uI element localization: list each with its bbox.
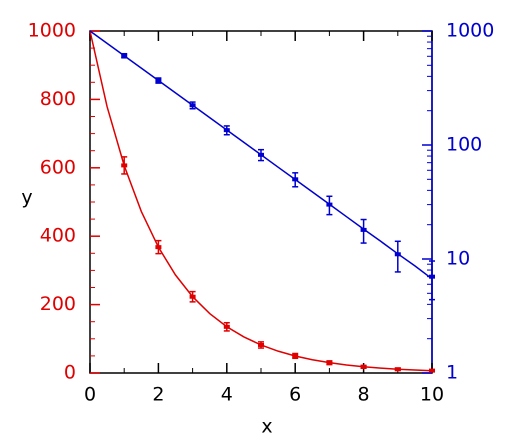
y-tick-label: 600 — [40, 156, 76, 178]
data-point — [258, 152, 264, 157]
data-point — [121, 53, 128, 58]
data-point — [326, 360, 333, 365]
data-point — [223, 324, 230, 329]
data-point — [223, 128, 230, 133]
data-point — [189, 103, 196, 108]
x-tick-label: 0 — [84, 384, 96, 406]
data-point — [292, 353, 299, 358]
y2-tick-label: 1 — [446, 362, 458, 384]
data-point — [189, 294, 196, 299]
data-point — [394, 252, 401, 257]
y2-tick-label: 100 — [446, 134, 482, 156]
y-tick-label: 0 — [64, 362, 76, 384]
data-point — [429, 274, 435, 279]
data-point — [360, 364, 367, 369]
data-point — [326, 202, 333, 207]
data-point — [360, 227, 367, 232]
x-tick-label: 10 — [420, 384, 444, 406]
data-point — [429, 368, 435, 373]
y-axis-label: y — [21, 187, 32, 209]
data-point — [394, 367, 401, 372]
data-point — [258, 342, 264, 347]
data-point — [121, 163, 128, 168]
x-tick-label: 4 — [221, 384, 233, 406]
x-tick-label: 8 — [358, 384, 370, 406]
y2-tick-label: 1000 — [446, 20, 494, 42]
data-point — [155, 245, 162, 250]
y-tick-label: 200 — [40, 293, 76, 315]
y-tick-label: 800 — [40, 88, 76, 110]
data-point — [292, 177, 299, 182]
x-tick-label: 6 — [289, 384, 301, 406]
x-tick-label: 2 — [152, 384, 164, 406]
x-axis-label: x — [261, 416, 272, 438]
data-point — [155, 78, 162, 83]
y-tick-label: 400 — [40, 225, 76, 247]
y2-tick-label: 10 — [446, 248, 470, 270]
y-tick-label: 1000 — [28, 20, 76, 42]
